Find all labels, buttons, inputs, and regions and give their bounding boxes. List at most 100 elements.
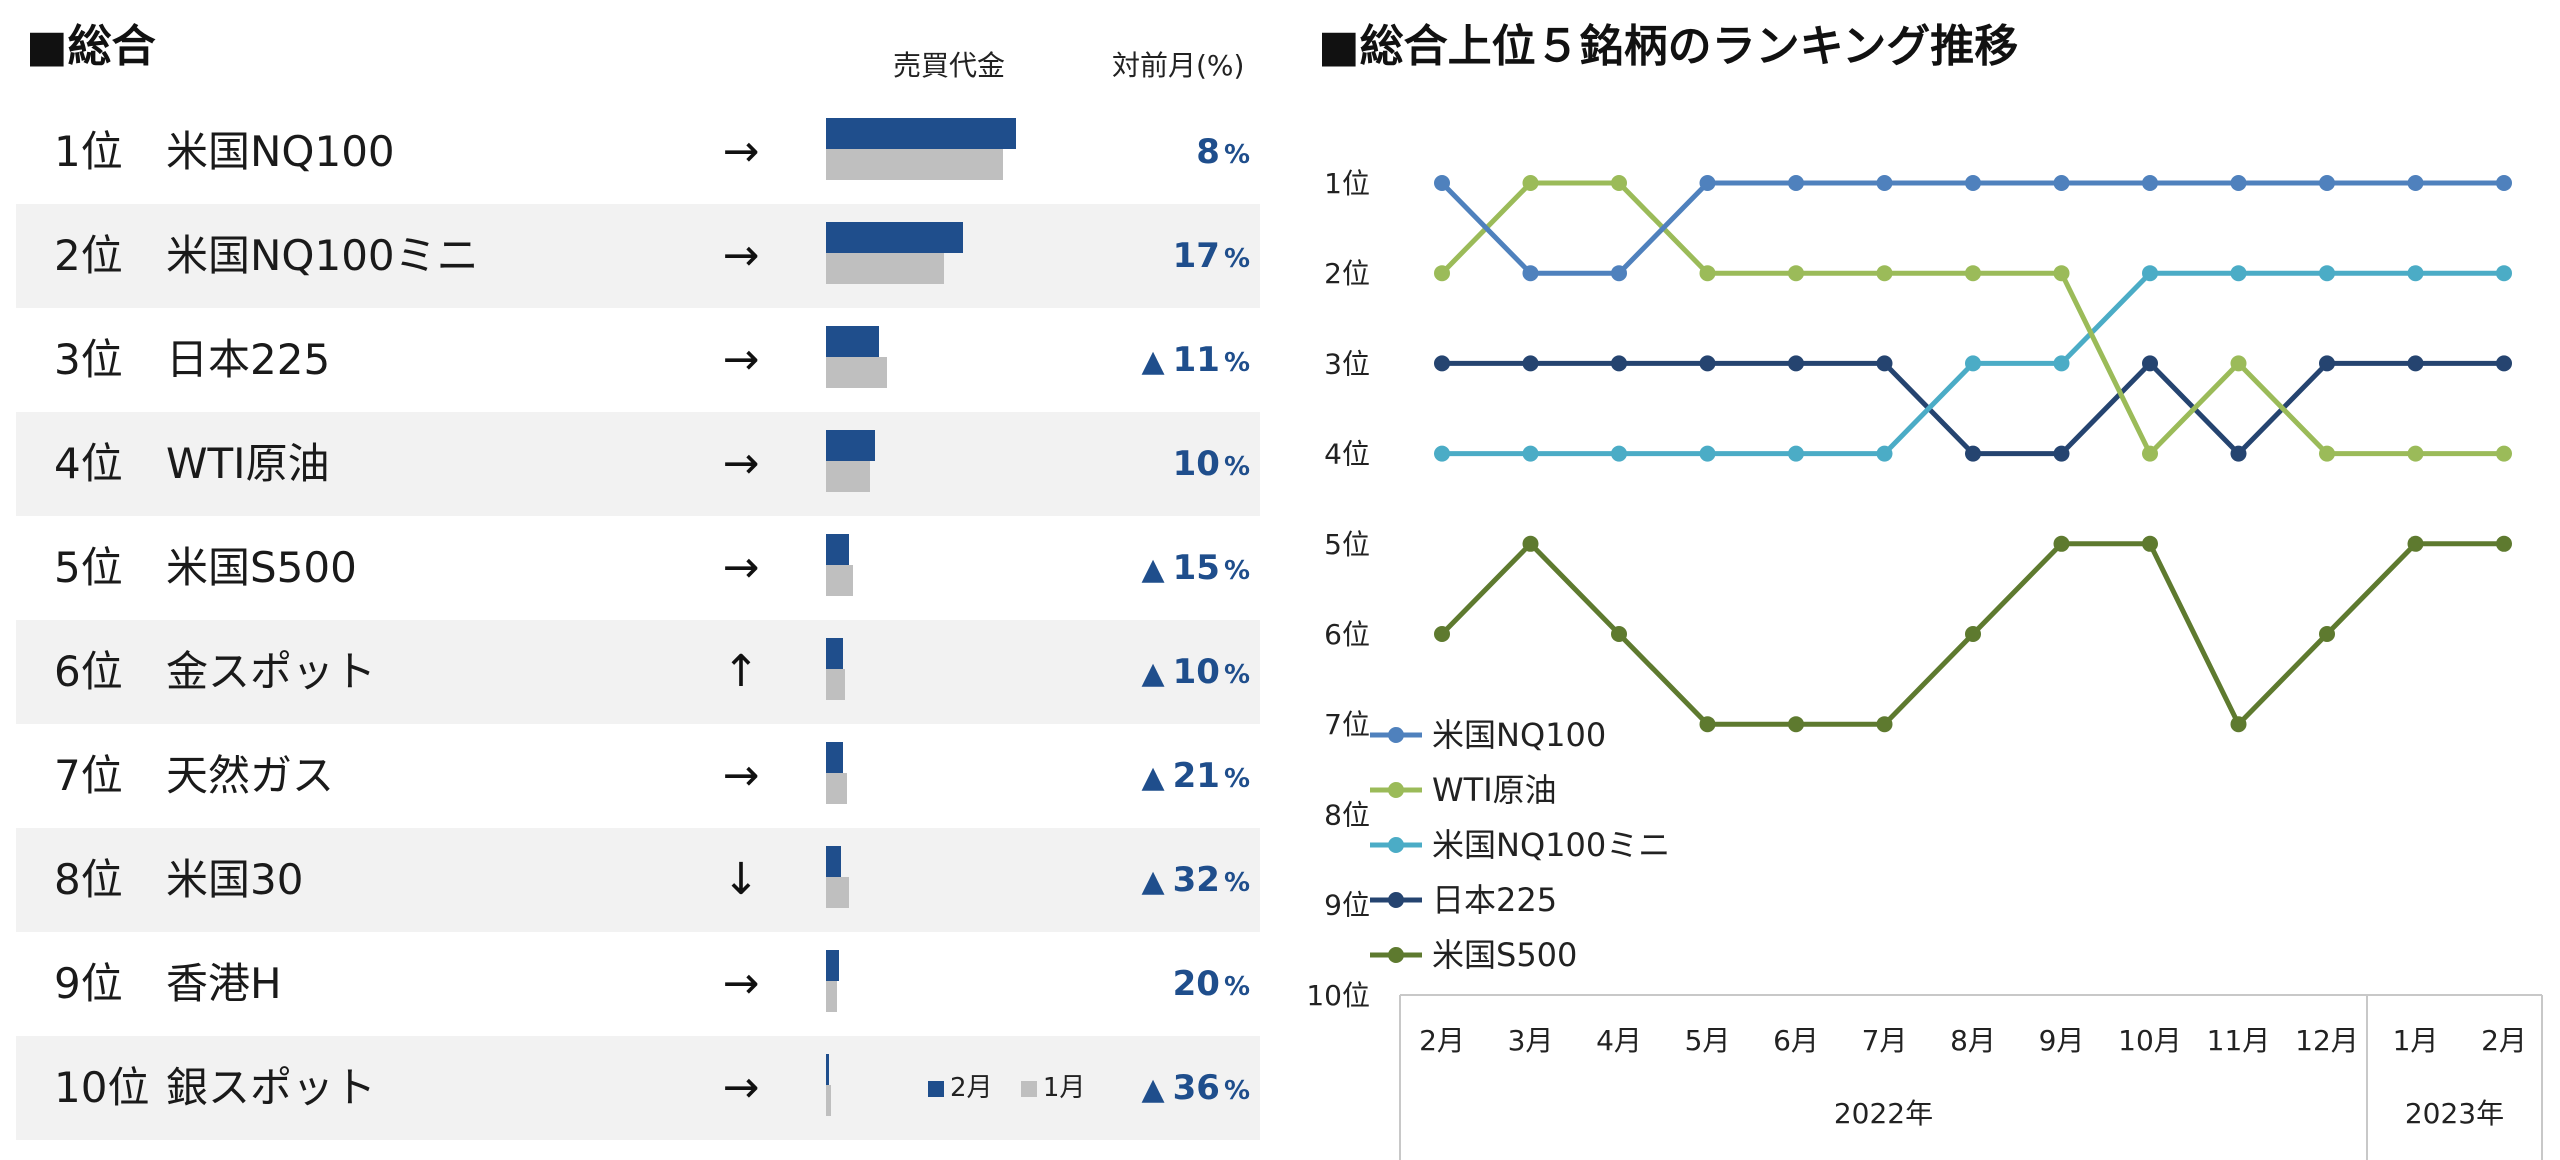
- y-tick-label: 6位: [1324, 618, 1370, 651]
- increase-triangle-icon: ▲: [1141, 344, 1165, 379]
- instrument-name: WTI原油: [166, 439, 330, 488]
- change-percent: ▲ 11%: [1142, 308, 1250, 415]
- x-tick-label: 8月: [1950, 1024, 1996, 1057]
- change-percent-value: 15: [1172, 548, 1220, 588]
- data-point: [2230, 355, 2247, 372]
- data-point: [2053, 535, 2070, 552]
- data-point: [2053, 445, 2070, 462]
- data-point: [1788, 175, 1804, 191]
- y-tick-label: 10位: [1306, 979, 1370, 1012]
- change-percent: ▲ 36%: [1142, 1036, 1250, 1143]
- series-line: [1442, 360, 2504, 457]
- change-percent-unit: %: [1223, 348, 1250, 378]
- x-tick-label: 5月: [1685, 1024, 1731, 1057]
- data-point: [1434, 265, 1450, 282]
- legend-label: 米国S500: [1432, 936, 1577, 974]
- ranking-line-chart: 1位 2位 3位 4位 5位 6位 7位 8位 9位 10位 2月 3月 4月 5月 6月 7月 8月 9月 10月…: [1306, 167, 2543, 1160]
- increase-triangle-icon: ▲: [1141, 656, 1165, 691]
- instrument-name: 金スポット: [166, 647, 377, 696]
- change-percent-unit: %: [1223, 452, 1250, 482]
- data-point: [1611, 626, 1627, 642]
- change-percent: ▲ 21%: [1142, 724, 1250, 831]
- volume-bar-current: [826, 1054, 829, 1085]
- change-percent-unit: %: [1223, 972, 1250, 1002]
- data-point: [2319, 445, 2335, 462]
- legend-previous-label: 1月: [1042, 1073, 1086, 1103]
- instrument-name: 米国30: [166, 855, 304, 904]
- trend-arrow: ↓: [722, 854, 760, 905]
- data-point: [1965, 355, 1981, 372]
- volume-bar-previous: [826, 669, 845, 700]
- data-point: [2407, 535, 2424, 552]
- ranking-row: 9位 香港H → 20%: [16, 932, 1260, 1036]
- trend-arrow: →: [722, 230, 760, 281]
- ranking-title: ■総合: [26, 21, 156, 72]
- ranking-row: 5位 米国S500 → ▲ 15%: [16, 516, 1260, 620]
- data-point: [2319, 355, 2335, 372]
- ranking-row: 1位 米国NQ100 → 8%: [16, 100, 1260, 204]
- legend-swatch-marker: [1388, 727, 1404, 743]
- legend-swatch-marker: [1388, 892, 1404, 908]
- data-point: [1611, 355, 1627, 372]
- x-tick-label: 10月: [2118, 1024, 2182, 1057]
- x-tick-label: 6月: [1773, 1024, 1819, 1057]
- change-percent-value: 10: [1172, 652, 1220, 692]
- change-percent: ▲ 10%: [1142, 620, 1250, 727]
- data-point: [1876, 445, 1893, 462]
- data-point: [1965, 626, 1981, 642]
- change-percent-unit: %: [1223, 140, 1250, 170]
- instrument-name: 日本225: [166, 335, 331, 384]
- trend-arrow: →: [722, 1062, 760, 1113]
- y-tick-label: 4位: [1324, 438, 1370, 471]
- legend-swatch-marker: [1388, 947, 1404, 963]
- change-percent-unit: %: [1223, 1076, 1250, 1106]
- volume-bar-previous: [826, 981, 838, 1012]
- x-tick-label: 12月: [2295, 1024, 2359, 1057]
- legend-label: 日本225: [1432, 881, 1557, 919]
- data-point: [2496, 445, 2512, 462]
- rank-label: 4位: [54, 439, 123, 488]
- ranking-row: 4位 WTI原油 → 10%: [16, 412, 1260, 516]
- legend-label: 米国NQ100ミニ: [1432, 826, 1670, 864]
- rank-label: 1位: [54, 127, 123, 176]
- data-point: [1876, 716, 1893, 733]
- increase-triangle-icon: ▲: [1141, 1072, 1165, 1107]
- series-line: [1440, 180, 2504, 457]
- ranking-row: 10位 銀スポット → ▲ 36%: [16, 1036, 1260, 1140]
- data-point: [2142, 175, 2158, 191]
- volume-bar-current: [826, 742, 844, 773]
- data-point: [1611, 265, 1627, 282]
- data-point: [1788, 445, 1804, 462]
- data-point: [1522, 175, 1539, 191]
- volume-bar-previous: [826, 565, 853, 596]
- x-tick-label: 2月: [1419, 1024, 1465, 1057]
- data-point: [1434, 626, 1450, 642]
- instrument-name: 天然ガス: [166, 751, 335, 800]
- instrument-name: 米国NQ100: [166, 127, 395, 176]
- data-point: [2407, 355, 2424, 372]
- legend-item: 米国S500: [1370, 936, 1577, 974]
- legend-item: 米国NQ100: [1370, 716, 1606, 754]
- data-point: [2053, 265, 2070, 282]
- y-tick-label: 5位: [1324, 528, 1370, 561]
- data-point: [1699, 265, 1716, 282]
- legend-item: 米国NQ100ミニ: [1370, 826, 1670, 864]
- change-percent: 10%: [1173, 412, 1250, 519]
- rank-label: 8位: [54, 855, 123, 904]
- x-tick-label: 7月: [1862, 1024, 1908, 1057]
- rank-label: 5位: [54, 543, 123, 592]
- ranking-row: 3位 日本225 → ▲ 11%: [16, 308, 1260, 412]
- volume-bar-current: [826, 638, 844, 669]
- data-point: [1876, 175, 1893, 191]
- change-percent-unit: %: [1223, 868, 1250, 898]
- trend-arrow: ↑: [722, 646, 760, 697]
- rank-label: 6位: [54, 647, 123, 696]
- data-point: [2319, 175, 2335, 191]
- data-point: [2230, 175, 2247, 191]
- rank-label: 2位: [54, 231, 123, 280]
- data-point: [1611, 445, 1627, 462]
- x-tick-label: 4月: [1596, 1024, 1642, 1057]
- y-tick-label: 1位: [1324, 167, 1370, 200]
- change-percent: 20%: [1173, 932, 1250, 1039]
- data-point: [1434, 355, 1450, 372]
